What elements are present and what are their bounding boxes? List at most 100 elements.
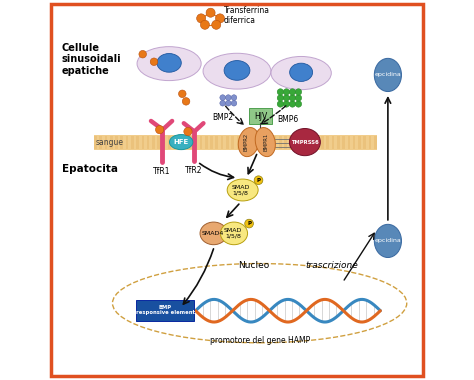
Circle shape: [277, 95, 283, 101]
Ellipse shape: [227, 179, 258, 201]
FancyBboxPatch shape: [374, 136, 376, 149]
FancyBboxPatch shape: [247, 136, 250, 149]
FancyBboxPatch shape: [284, 136, 287, 149]
FancyBboxPatch shape: [168, 136, 171, 149]
FancyBboxPatch shape: [184, 136, 186, 149]
Ellipse shape: [200, 222, 227, 245]
Text: BMP
responsive element: BMP responsive element: [136, 304, 195, 315]
FancyBboxPatch shape: [290, 136, 292, 149]
Ellipse shape: [137, 47, 201, 81]
FancyBboxPatch shape: [194, 136, 197, 149]
Circle shape: [295, 101, 301, 107]
Text: Nucleo: Nucleo: [238, 261, 270, 270]
FancyBboxPatch shape: [316, 136, 319, 149]
FancyBboxPatch shape: [205, 136, 208, 149]
Circle shape: [182, 98, 190, 105]
Text: HFE: HFE: [173, 139, 189, 145]
Text: epcidina: epcidina: [374, 73, 401, 78]
Circle shape: [295, 95, 301, 101]
Circle shape: [283, 101, 290, 107]
Text: BMP2: BMP2: [212, 112, 233, 122]
FancyBboxPatch shape: [179, 136, 181, 149]
Ellipse shape: [238, 128, 259, 157]
Circle shape: [254, 176, 263, 185]
FancyBboxPatch shape: [327, 136, 329, 149]
FancyBboxPatch shape: [216, 136, 218, 149]
Circle shape: [277, 89, 283, 95]
FancyBboxPatch shape: [300, 136, 302, 149]
FancyBboxPatch shape: [332, 136, 334, 149]
FancyBboxPatch shape: [152, 136, 155, 149]
FancyBboxPatch shape: [310, 136, 313, 149]
FancyBboxPatch shape: [221, 136, 223, 149]
FancyBboxPatch shape: [364, 136, 366, 149]
Ellipse shape: [220, 222, 247, 245]
FancyBboxPatch shape: [273, 136, 276, 149]
Text: epcidina: epcidina: [374, 238, 401, 244]
FancyBboxPatch shape: [369, 136, 371, 149]
Circle shape: [155, 125, 164, 134]
Circle shape: [283, 95, 290, 101]
FancyBboxPatch shape: [347, 136, 350, 149]
Text: BMPR1: BMPR1: [264, 133, 269, 151]
Circle shape: [220, 100, 226, 106]
FancyBboxPatch shape: [305, 136, 308, 149]
Circle shape: [289, 101, 296, 107]
Ellipse shape: [203, 53, 271, 89]
Circle shape: [289, 95, 296, 101]
FancyBboxPatch shape: [120, 136, 123, 149]
Text: Epatocita: Epatocita: [62, 164, 118, 174]
Ellipse shape: [271, 57, 331, 90]
FancyBboxPatch shape: [105, 136, 107, 149]
Text: P: P: [256, 178, 261, 183]
Text: BMP6: BMP6: [277, 114, 299, 124]
FancyBboxPatch shape: [231, 136, 234, 149]
FancyBboxPatch shape: [249, 108, 272, 124]
FancyBboxPatch shape: [353, 136, 356, 149]
Text: promotore del gene HAMP: promotore del gene HAMP: [210, 336, 310, 345]
Ellipse shape: [157, 54, 181, 72]
Ellipse shape: [374, 59, 401, 92]
FancyBboxPatch shape: [137, 136, 139, 149]
FancyBboxPatch shape: [210, 136, 213, 149]
FancyBboxPatch shape: [94, 136, 97, 149]
FancyBboxPatch shape: [279, 136, 282, 149]
Ellipse shape: [290, 128, 320, 156]
Circle shape: [206, 8, 215, 17]
Circle shape: [184, 127, 192, 136]
Text: HJV: HJV: [254, 112, 267, 120]
Ellipse shape: [170, 135, 193, 150]
FancyBboxPatch shape: [163, 136, 165, 149]
FancyBboxPatch shape: [115, 136, 118, 149]
Ellipse shape: [255, 128, 275, 157]
FancyBboxPatch shape: [358, 136, 361, 149]
Circle shape: [283, 89, 290, 95]
FancyBboxPatch shape: [147, 136, 149, 149]
Circle shape: [201, 20, 210, 29]
Circle shape: [220, 95, 226, 100]
FancyBboxPatch shape: [142, 136, 144, 149]
Text: SMAD
1/5/8: SMAD 1/5/8: [232, 185, 250, 195]
FancyBboxPatch shape: [157, 136, 160, 149]
Circle shape: [231, 95, 237, 100]
Text: TfR2: TfR2: [185, 166, 202, 175]
FancyBboxPatch shape: [253, 136, 255, 149]
FancyBboxPatch shape: [342, 136, 345, 149]
FancyBboxPatch shape: [263, 136, 265, 149]
FancyBboxPatch shape: [94, 135, 376, 150]
FancyBboxPatch shape: [237, 136, 239, 149]
Circle shape: [231, 100, 237, 106]
Circle shape: [150, 58, 158, 65]
Circle shape: [277, 101, 283, 107]
FancyBboxPatch shape: [100, 136, 102, 149]
FancyBboxPatch shape: [189, 136, 192, 149]
FancyBboxPatch shape: [173, 136, 176, 149]
Circle shape: [179, 90, 186, 98]
Circle shape: [226, 100, 231, 106]
FancyBboxPatch shape: [258, 136, 260, 149]
Circle shape: [216, 14, 225, 23]
Circle shape: [197, 14, 206, 23]
FancyBboxPatch shape: [131, 136, 134, 149]
Text: Transferrina
diferrica: Transferrina diferrica: [224, 6, 270, 25]
FancyBboxPatch shape: [295, 136, 297, 149]
